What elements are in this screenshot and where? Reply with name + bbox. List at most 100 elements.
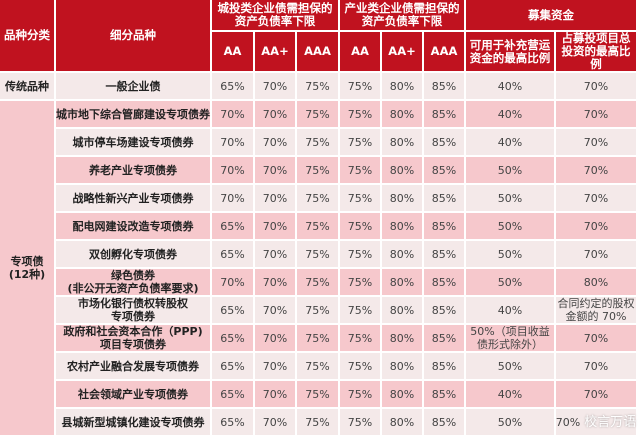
header-fund-working: 可用于补充营运资金的最高比例 (466, 32, 555, 71)
ratio-cell: 80% (382, 129, 423, 155)
ratio-cell: 70% (255, 185, 295, 211)
ratio-cell: 85% (424, 381, 465, 407)
ratio-cell: 75% (297, 129, 339, 155)
header-rating: AAA (424, 32, 465, 71)
ratio-cell: 85% (424, 269, 465, 295)
ratio-cell: 80% (382, 101, 423, 127)
ratio-cell: 75% (340, 381, 381, 407)
ratio-cell: 75% (297, 73, 339, 99)
ratio-cell: 70% (212, 269, 253, 295)
working-capital-cell: 50% (466, 353, 555, 379)
working-capital-cell: 50% (466, 241, 555, 267)
table-row: 市场化银行债权转股权 专项债券 65% 70% 75% 75% 80% 85% 40% 合同约定… (0, 297, 636, 323)
ratio-cell: 75% (340, 241, 381, 267)
ratio-cell: 80% (382, 353, 423, 379)
working-capital-cell: 50% (466, 409, 555, 435)
ratio-cell: 70% (255, 409, 295, 435)
table-row: 县城新型城镇化建设专项债券 65% 70% 75% 75% 80% 85% 50% 70% 校言万… (0, 409, 636, 435)
ratio-cell: 70% (255, 73, 295, 99)
ratio-cell: 75% (297, 101, 339, 127)
ratio-cell: 75% (340, 101, 381, 127)
working-capital-cell: 40% (466, 381, 555, 407)
subtype-cell: 城市地下综合管廊建设专项债券 (56, 101, 210, 127)
ratio-cell: 65% (212, 381, 253, 407)
subtype-cell: 政府和社会资本合作（PPP) 项目专项债券 (56, 325, 210, 351)
ratio-cell: 75% (340, 269, 381, 295)
ratio-cell: 75% (297, 381, 339, 407)
ratio-cell: 70% (255, 269, 295, 295)
project-ratio-cell: 合同约定的股权金额的 70% (556, 297, 636, 323)
working-capital-cell: 50%（项目收益债形式除外） (466, 325, 555, 351)
category-cell: 专项债 (12种) (0, 101, 54, 435)
project-ratio-cell: 70% (556, 157, 636, 183)
table-row: 养老产业专项债券 70% 70% 75% 75% 80% 85% 50% 70% (0, 157, 636, 183)
ratio-cell: 70% (255, 297, 295, 323)
ratio-cell: 80% (382, 269, 423, 295)
ratio-cell: 70% (212, 157, 253, 183)
ratio-cell: 80% (382, 73, 423, 99)
ratio-cell: 85% (424, 353, 465, 379)
ratio-cell: 65% (212, 353, 253, 379)
ratio-cell: 85% (424, 157, 465, 183)
subtype-cell: 社会领域产业专项债券 (56, 381, 210, 407)
ratio-cell: 80% (382, 185, 423, 211)
ratio-cell: 65% (212, 241, 253, 267)
ratio-cell: 75% (297, 269, 339, 295)
subtype-cell: 农村产业融合发展专项债券 (56, 353, 210, 379)
ratio-cell: 80% (382, 213, 423, 239)
ratio-cell: 65% (212, 409, 253, 435)
header-fund: 募集资金 (466, 0, 636, 30)
table-row: 专项债 (12种) 城市地下综合管廊建设专项债券 70% 70% 75% 75% 80% 85… (0, 101, 636, 435)
ratio-cell: 75% (340, 129, 381, 155)
project-ratio-value: 70% (555, 415, 581, 429)
project-ratio-cell: 70% (556, 325, 636, 351)
table-row: 社会领域产业专项债券 65% 70% 75% 75% 80% 85% 40% 70% (0, 381, 636, 407)
ratio-cell: 75% (297, 325, 339, 351)
ratio-cell: 70% (255, 241, 295, 267)
category-cell: 传统品种 (0, 73, 54, 99)
subtype-cell: 县城新型城镇化建设专项债券 (56, 409, 210, 435)
ratio-cell: 75% (297, 157, 339, 183)
header-rating: AA+ (255, 32, 295, 71)
table-row: 农村产业融合发展专项债券 65% 70% 75% 75% 80% 85% 50% 70% (0, 353, 636, 379)
ratio-cell: 75% (340, 157, 381, 183)
table-row: 绿色债券 (非公开无资产负债率要求) 70% 70% 75% 75% 80% 85% 50% 8… (0, 269, 636, 295)
ratio-cell: 70% (255, 157, 295, 183)
header-rating: AA (340, 32, 381, 71)
subtype-cell: 绿色债券 (非公开无资产负债率要求) (56, 269, 210, 295)
ratio-cell: 85% (424, 325, 465, 351)
ratio-cell: 75% (297, 185, 339, 211)
working-capital-cell: 50% (466, 185, 555, 211)
ratio-cell: 70% (212, 129, 253, 155)
table-row: 政府和社会资本合作（PPP) 项目专项债券 65% 70% 75% 75% 80% 85% 5… (0, 325, 636, 351)
ratio-cell: 70% (255, 381, 295, 407)
ratio-cell: 75% (340, 213, 381, 239)
watermark: 校言万语 (584, 414, 637, 430)
ratio-cell: 65% (212, 73, 253, 99)
subtype-cell: 城市停车场建设专项债券 (56, 129, 210, 155)
working-capital-cell: 50% (466, 269, 555, 295)
ratio-cell: 85% (424, 409, 465, 435)
ratio-cell: 85% (424, 129, 465, 155)
ratio-cell: 70% (255, 101, 295, 127)
ratio-cell: 65% (212, 213, 253, 239)
ratio-cell: 70% (255, 353, 295, 379)
project-ratio-cell: 70% (556, 185, 636, 211)
ratio-cell: 80% (382, 297, 423, 323)
table-row: 配电网建设改造专项债券 65% 70% 75% 75% 80% 85% 50% 70% (0, 213, 636, 239)
ratio-cell: 70% (212, 101, 253, 127)
project-ratio-cell: 70% (556, 101, 636, 127)
working-capital-cell: 40% (466, 297, 555, 323)
working-capital-cell: 50% (466, 157, 555, 183)
working-capital-cell: 40% (466, 129, 555, 155)
ratio-cell: 75% (340, 325, 381, 351)
table-row: 传统品种 一般企业债 65% 70% 75% 75% 80% 85% 40% 70% (0, 73, 636, 99)
ratio-cell: 85% (424, 241, 465, 267)
ratio-cell: 70% (212, 185, 253, 211)
ratio-cell: 75% (340, 185, 381, 211)
ratio-cell: 75% (340, 409, 381, 435)
header-rating: AA (212, 32, 253, 71)
subtype-cell: 战略性新兴产业专项债券 (56, 185, 210, 211)
working-capital-cell: 40% (466, 101, 555, 127)
ratio-cell: 80% (382, 409, 423, 435)
